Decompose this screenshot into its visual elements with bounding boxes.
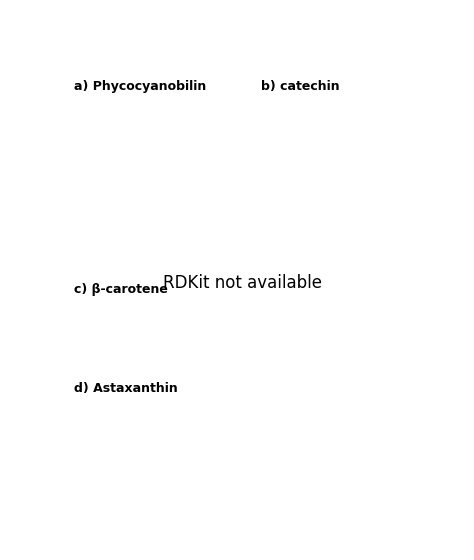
Text: RDKit not available: RDKit not available (164, 274, 322, 292)
Text: c) β-carotene: c) β-carotene (74, 283, 168, 296)
Text: b) catechin: b) catechin (261, 80, 340, 93)
Text: d) Astaxanthin: d) Astaxanthin (74, 382, 178, 395)
Text: a) Phycocyanobilin: a) Phycocyanobilin (74, 80, 206, 93)
